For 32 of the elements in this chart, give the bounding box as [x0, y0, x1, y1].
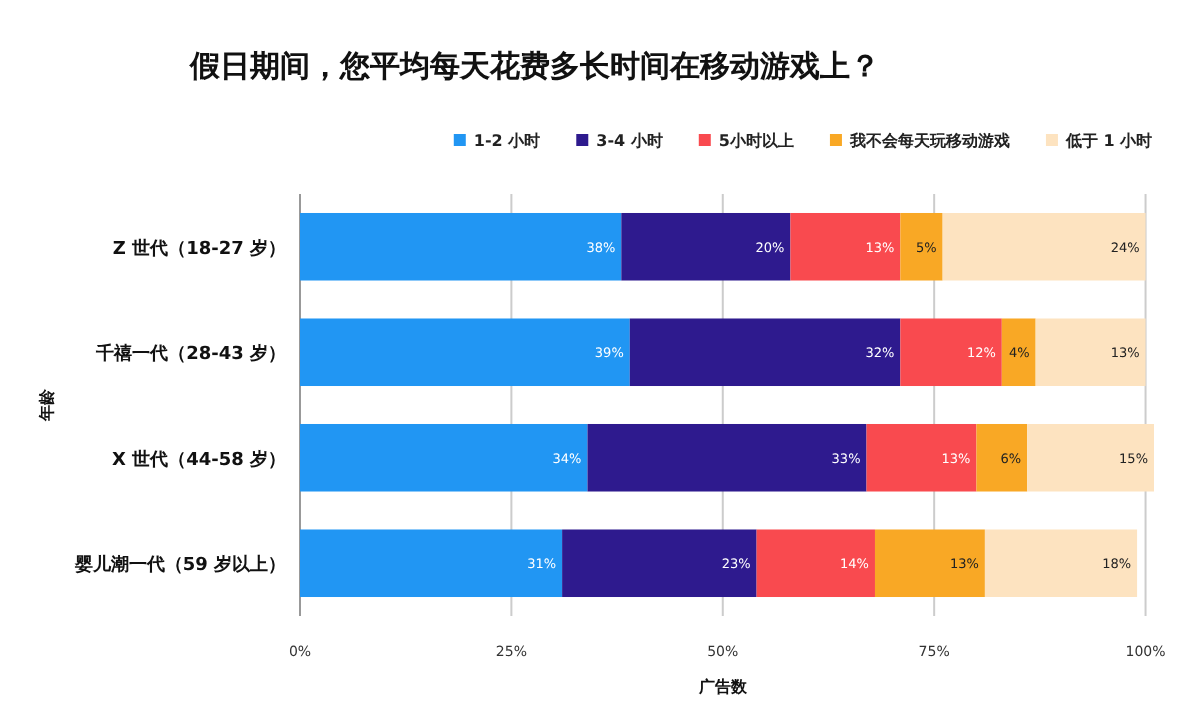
- legend-label: 3-4 小时: [596, 132, 663, 150]
- bar: [587, 423, 867, 492]
- bar: [1027, 423, 1154, 492]
- bar: [1001, 318, 1036, 387]
- legend-label: 我不会每天玩移动游戏: [847, 132, 1010, 150]
- bar: [300, 423, 588, 492]
- y-tick-label: X 世代（44-58 岁）: [112, 448, 286, 471]
- bar: [900, 318, 1002, 387]
- bar: [1035, 318, 1146, 387]
- bar: [984, 529, 1138, 598]
- y-tick-label: 婴儿潮一代（59 岁以上）: [72, 554, 286, 577]
- x-axis-title: 广告数: [697, 678, 749, 696]
- bar: [300, 529, 563, 598]
- y-tick-label: 千禧一代（28-43 岁）: [94, 343, 286, 366]
- bar: [300, 212, 622, 281]
- legend-label: 5小时以上: [718, 132, 794, 150]
- y-tick-label: Z 世代（18-27 岁）: [112, 237, 286, 260]
- bar: [900, 212, 943, 281]
- bar: [756, 529, 875, 598]
- chart-title: 假日期间，您平均每天花费多长时间在移动游戏上？: [188, 48, 880, 84]
- legend-label: 低于 1 小时: [1063, 132, 1153, 150]
- bar: [621, 212, 791, 281]
- bar: [562, 529, 757, 598]
- bar: [790, 212, 901, 281]
- bar: [942, 212, 1146, 281]
- legend-label: 1-2 小时: [473, 132, 541, 150]
- bar: [629, 318, 901, 387]
- bar: [866, 423, 977, 492]
- bar: [300, 318, 630, 387]
- y-axis-title: 年龄: [38, 387, 56, 423]
- bar: [874, 529, 985, 598]
- bar: [976, 423, 1028, 492]
